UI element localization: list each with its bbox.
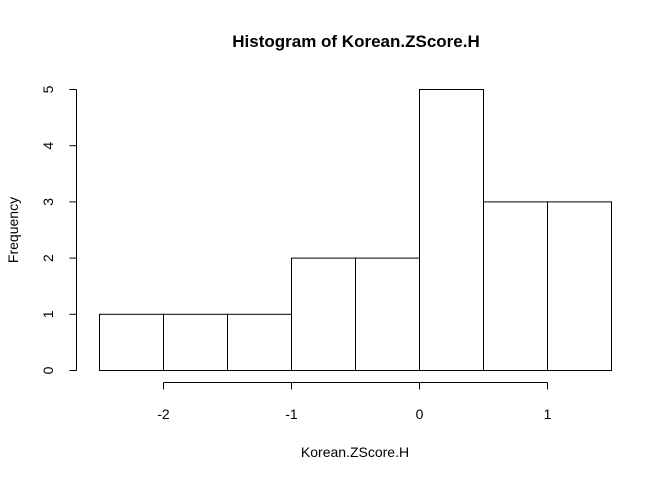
histogram-bar-7 xyxy=(547,201,612,371)
x-tick-label-0: -2 xyxy=(157,406,170,422)
x-axis-label: Korean.ZScore.H xyxy=(301,444,409,460)
x-axis: -2 -1 0 1 xyxy=(157,382,552,422)
x-tick-label-2: 0 xyxy=(416,406,424,422)
y-tick-label-0: 0 xyxy=(40,366,56,374)
histogram-bar-4 xyxy=(355,257,420,372)
y-tick-label-4: 4 xyxy=(40,142,56,150)
x-tick-label-1: -1 xyxy=(285,406,298,422)
chart-title: Histogram of Korean.ZScore.H xyxy=(232,32,480,51)
y-axis-label: Frequency xyxy=(5,197,21,263)
histogram-bar-2 xyxy=(227,313,292,371)
bars-group xyxy=(99,89,612,372)
y-tick-label-3: 3 xyxy=(40,198,56,206)
x-tick-label-3: 1 xyxy=(544,406,552,422)
y-tick-label-2: 2 xyxy=(40,254,56,262)
histogram-bar-3 xyxy=(291,257,356,372)
histogram-bar-6 xyxy=(483,201,548,371)
y-axis: 0 1 2 3 4 5 xyxy=(40,85,77,374)
y-tick-label-1: 1 xyxy=(40,310,56,318)
histogram-bar-0 xyxy=(99,313,164,371)
y-tick-label-5: 5 xyxy=(40,85,56,93)
histogram-bar-1 xyxy=(163,313,228,371)
histogram-bar-5 xyxy=(419,89,484,371)
